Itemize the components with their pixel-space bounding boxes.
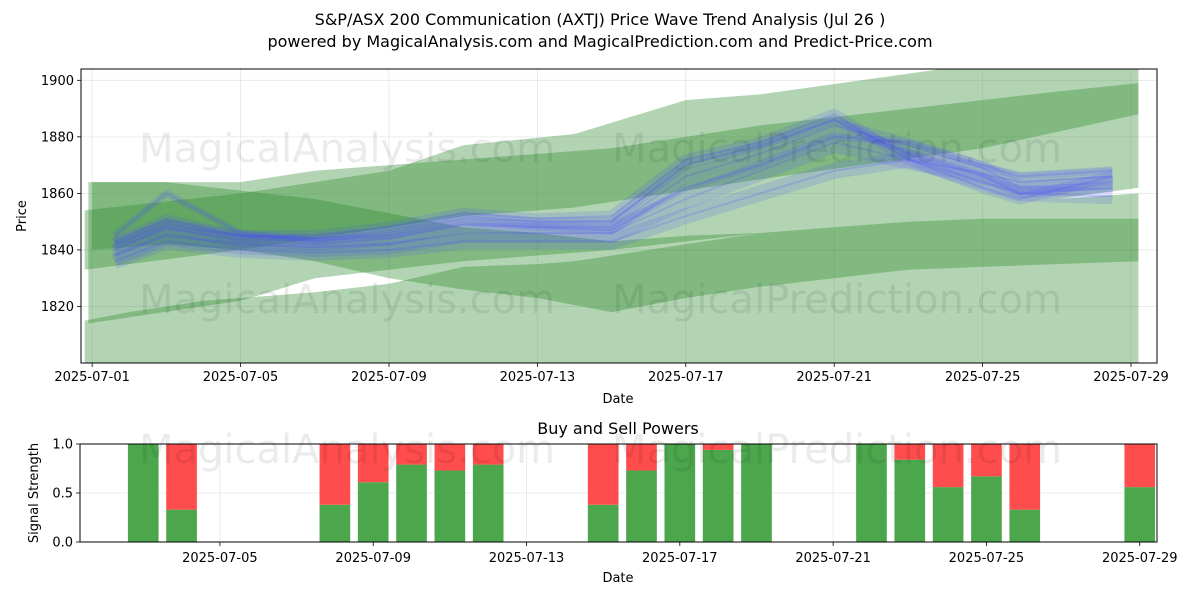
bottom-chart-title: Buy and Sell Powers <box>537 419 699 438</box>
sell-bar-6 <box>472 444 504 465</box>
buy-bar-7 <box>587 504 619 542</box>
bottom-x-axis-label: Date <box>602 571 633 586</box>
sell-bar-7 <box>587 444 619 505</box>
green-band-0 <box>84 69 1139 270</box>
buy-bar-9 <box>664 444 696 542</box>
top-y-tick-label-4: 1900 <box>41 74 74 89</box>
chart-title: S&P/ASX 200 Communication (AXTJ) Price W… <box>315 10 886 29</box>
top-y-tick-label-3: 1880 <box>41 130 74 145</box>
top-y-tick-label-0: 1820 <box>41 300 74 315</box>
green-band-2 <box>92 182 1139 313</box>
bottom-x-tick-label-6: 2025-07-29 <box>1102 551 1178 566</box>
watermark-top-3: MagicalAnalysis.com <box>139 277 555 323</box>
buy-bar-11 <box>741 444 772 542</box>
bottom-y-tick-label-1: 0.5 <box>52 487 73 502</box>
watermark-bottom-2: MagicalPrediction.com <box>612 427 1062 473</box>
watermark-top-1: MagicalAnalysis.com <box>139 126 555 172</box>
sell-bar-15 <box>971 444 1002 477</box>
bottom-y-axis-label: Signal Strength <box>27 443 42 543</box>
buy-bar-17 <box>1124 487 1156 542</box>
buy-bar-1 <box>166 509 197 542</box>
top-x-tick-label-3: 2025-07-13 <box>500 370 576 385</box>
top-x-tick-label-0: 2025-07-01 <box>54 370 130 385</box>
top-axes-frame <box>80 68 1158 364</box>
top-x-tick-label-7: 2025-07-29 <box>1093 370 1169 385</box>
buy-bar-0 <box>127 444 159 542</box>
sell-bar-3 <box>357 444 389 483</box>
bottom-x-tick-label-3: 2025-07-17 <box>642 551 718 566</box>
sell-bar-4 <box>396 444 427 465</box>
sell-bar-14 <box>932 444 964 488</box>
top-x-tick-label-5: 2025-07-21 <box>796 370 872 385</box>
buy-bar-10 <box>702 449 734 542</box>
blue-wave-5 <box>112 108 1114 250</box>
green-band-1 <box>88 83 1139 324</box>
blue-wave-3 <box>112 133 1113 245</box>
buy-bar-15 <box>971 476 1002 542</box>
bottom-x-tick-label-2: 2025-07-13 <box>489 551 565 566</box>
top-x-tick-label-1: 2025-07-05 <box>203 370 279 385</box>
blue-wave-4 <box>111 151 1113 269</box>
blue-wave-core-1 <box>114 118 1113 243</box>
watermark-bottom-1: MagicalAnalysis.com <box>139 427 555 473</box>
sell-bar-10 <box>702 444 734 450</box>
bottom-x-tick-label-0: 2025-07-05 <box>182 551 258 566</box>
bottom-bars <box>127 444 1156 542</box>
sell-bar-5 <box>434 444 466 471</box>
buy-bar-12 <box>856 444 887 542</box>
bottom-y-tick-label-0: 0.0 <box>52 536 73 551</box>
watermark-top-2: MagicalPrediction.com <box>612 126 1062 172</box>
buy-sell-chart: MagicalAnalysis.com MagicalPrediction.com… <box>27 427 1178 586</box>
blue-wave-core-0 <box>114 124 1113 251</box>
buy-bar-4 <box>396 464 427 542</box>
buy-bar-6 <box>472 464 504 542</box>
top-y-tick-label-2: 1860 <box>41 187 74 202</box>
bottom-x-tick-label-4: 2025-07-21 <box>795 551 871 566</box>
sell-bar-17 <box>1124 444 1156 488</box>
top-x-tick-label-2: 2025-07-09 <box>351 370 427 385</box>
buy-bar-16 <box>1009 509 1041 542</box>
blue-wave-0 <box>111 118 1113 257</box>
blue-wave-2 <box>110 132 1114 265</box>
bottom-x-tick-label-1: 2025-07-09 <box>335 551 411 566</box>
blue-wave-core-4 <box>114 158 1113 263</box>
buy-bar-2 <box>319 504 351 542</box>
top-x-tick-label-6: 2025-07-25 <box>945 370 1021 385</box>
sell-bar-16 <box>1009 444 1041 510</box>
buy-bar-5 <box>434 470 466 542</box>
sell-bar-8 <box>626 444 657 471</box>
sell-bar-13 <box>894 444 926 460</box>
top-y-axis-label: Price <box>15 200 30 232</box>
blue-wave-core-2 <box>114 141 1113 257</box>
buy-bar-14 <box>932 487 964 542</box>
watermark-top-4: MagicalPrediction.com <box>612 277 1062 323</box>
blue-wave-1 <box>112 115 1113 246</box>
sell-bar-1 <box>166 444 197 510</box>
blue-wave-core-5 <box>114 113 1113 246</box>
price-wave-chart: MagicalAnalysis.com MagicalPrediction.com… <box>15 68 1169 407</box>
blue-wave-core-3 <box>113 135 1113 243</box>
buy-bar-3 <box>357 482 389 542</box>
top-x-axis-label: Date <box>602 392 633 407</box>
sell-bar-2 <box>319 444 351 505</box>
top-plot-area <box>84 69 1139 363</box>
chart-subtitle: powered by MagicalAnalysis.com and Magic… <box>267 32 932 51</box>
green-band-3 <box>84 193 1139 363</box>
buy-bar-8 <box>626 470 657 542</box>
top-x-tick-label-4: 2025-07-17 <box>648 370 724 385</box>
buy-bar-13 <box>894 459 926 542</box>
top-y-tick-label-1: 1840 <box>41 243 74 258</box>
bottom-x-tick-label-5: 2025-07-25 <box>949 551 1025 566</box>
bottom-y-tick-label-2: 1.0 <box>52 438 73 453</box>
